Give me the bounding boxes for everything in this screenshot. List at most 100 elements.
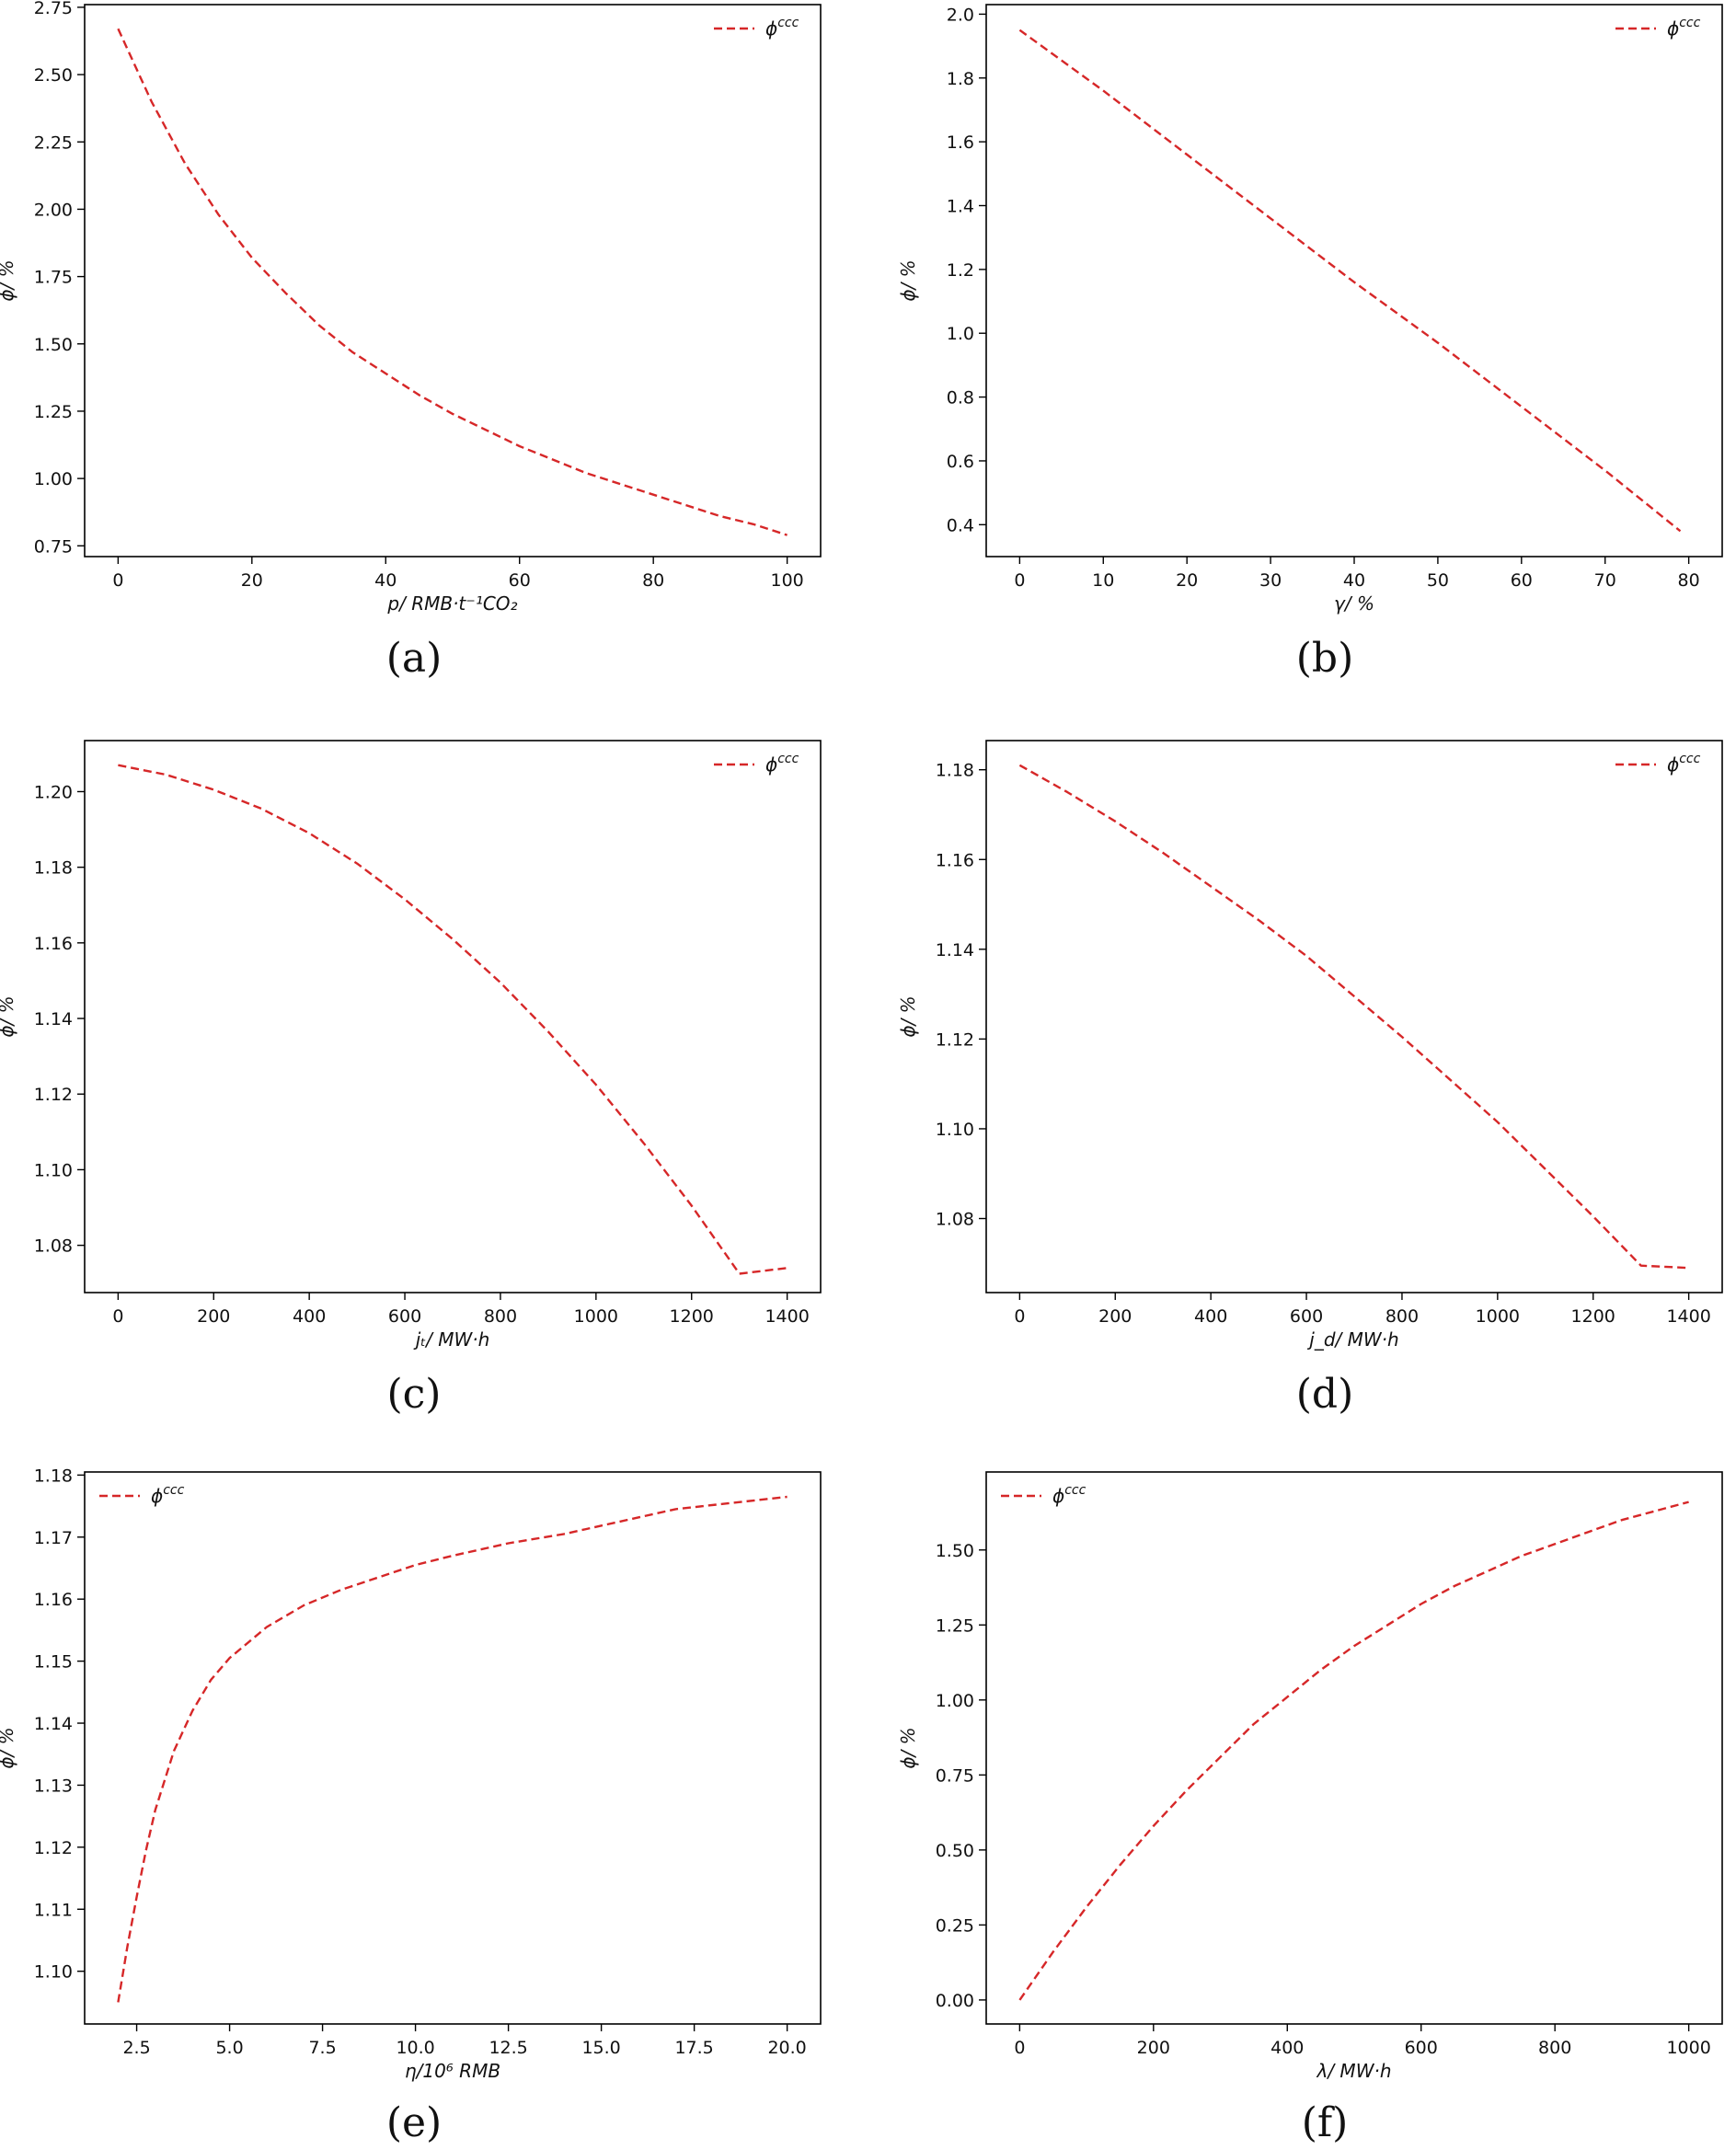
- y-tick-label: 1.0: [947, 324, 974, 344]
- panel-f: 0 200 400 600 800 1000 0.00 0.25 0.50 0.75 1.00 1.2…: [897, 1471, 1723, 2146]
- x-axis-label: γ/ %: [1334, 592, 1374, 615]
- x-axis-label: j_d/ MW·h: [1306, 1328, 1398, 1351]
- x-tick-label: 40: [374, 570, 397, 591]
- y-tick-label: 1.50: [936, 1541, 974, 1561]
- legend-label-superscript: ccc: [777, 16, 799, 30]
- x-tick-label: 600: [1290, 1306, 1323, 1327]
- legend-label: ϕccc: [151, 1483, 185, 1507]
- x-tick-label: 20.0: [767, 2038, 806, 2058]
- x-tick-label: 20: [241, 570, 263, 591]
- y-tick-label: 1.20: [34, 782, 73, 802]
- y-tick-label: 1.14: [936, 940, 974, 960]
- y-tick-label: 1.10: [936, 1120, 974, 1140]
- y-tick-label: 1.12: [34, 1085, 73, 1105]
- x-tick-label: 1000: [574, 1306, 618, 1327]
- y-tick-label: 1.12: [936, 1029, 974, 1050]
- legend-label-superscript: ccc: [163, 1483, 184, 1498]
- y-tick-label: 1.12: [34, 1838, 73, 1858]
- x-tick-label: 1400: [765, 1306, 809, 1327]
- legend-label-text: ϕ: [765, 753, 777, 776]
- x-tick-label: 400: [1270, 2038, 1304, 2058]
- x-tick-label: 0: [1014, 570, 1025, 591]
- y-tick-label: 1.00: [34, 469, 73, 489]
- y-tick-label: 1.08: [34, 1236, 73, 1257]
- legend-label-text: ϕ: [151, 1485, 163, 1507]
- x-tick-label: 0: [1014, 1306, 1025, 1327]
- y-tick-label: 2.75: [34, 0, 73, 18]
- legend: ϕccc: [99, 1483, 185, 1507]
- panel-caption: (c): [387, 1371, 442, 1418]
- x-tick-label: 1000: [1476, 1306, 1520, 1327]
- panel-caption: (f): [1302, 2099, 1349, 2146]
- x-tick-label: 60: [1511, 570, 1533, 591]
- axes-frame: [985, 1471, 1723, 2025]
- y-tick-label: 2.50: [34, 65, 73, 86]
- x-tick-label: 5.0: [215, 2038, 243, 2058]
- x-tick-label: 600: [388, 1306, 421, 1327]
- x-tick-label: 200: [197, 1306, 230, 1327]
- panel-caption: (d): [1296, 1371, 1354, 1418]
- x-tick-label: 15.0: [581, 2038, 620, 2058]
- y-tick-label: 1.8: [947, 69, 974, 89]
- x-tick-label: 800: [1385, 1306, 1419, 1327]
- panel-caption: (b): [1296, 635, 1354, 682]
- panel-d: 0 200 400 600 800 1000 1200 1400 1.08 1.10 1.12 1.1…: [897, 740, 1723, 1418]
- y-tick-label: 1.00: [936, 1691, 974, 1711]
- axes-frame: [84, 740, 822, 1293]
- x-tick-label: 1000: [1666, 2038, 1710, 2058]
- axes-frame: [985, 740, 1723, 1293]
- legend: ϕccc: [714, 16, 799, 40]
- legend-label: ϕccc: [1667, 16, 1701, 40]
- y-tick-label: 1.2: [947, 260, 974, 281]
- x-tick-label: 12.5: [489, 2038, 527, 2058]
- x-tick-label: 10.0: [396, 2038, 434, 2058]
- x-tick-label: 400: [293, 1306, 326, 1327]
- y-tick-label: 2.0: [947, 5, 974, 25]
- y-tick-label: 1.14: [34, 1009, 73, 1029]
- y-tick-label: 2.25: [34, 132, 73, 153]
- legend-label: ϕccc: [765, 16, 799, 40]
- panel-b: 0 10 20 30 40 50 60 70 80 0.4 0.6 0.8 1.0 1.2 1.4 1.6 1.…: [897, 4, 1723, 682]
- axes-frame: [985, 4, 1723, 558]
- y-tick-label: 1.18: [936, 761, 974, 781]
- y-axis-label: ϕ/ %: [897, 1727, 919, 1768]
- y-tick-label: 1.11: [34, 1900, 73, 1920]
- legend-label-superscript: ccc: [1679, 752, 1700, 766]
- y-tick-label: 0.75: [936, 1765, 974, 1786]
- legend-label-text: ϕ: [1667, 17, 1679, 40]
- y-axis-label: ϕ/ %: [897, 259, 919, 301]
- x-tick-label: 7.5: [308, 2038, 336, 2058]
- legend: ϕccc: [1615, 16, 1701, 40]
- panel-c: 0 200 400 600 800 1000 1200 1400 1.08 1.10 1.12 1.1…: [0, 740, 822, 1418]
- y-tick-label: 0.00: [936, 1991, 974, 2011]
- x-tick-label: 10: [1092, 570, 1114, 591]
- y-tick-label: 0.50: [936, 1841, 974, 1861]
- y-tick-label: 1.16: [34, 934, 73, 954]
- x-tick-label: 200: [1098, 1306, 1132, 1327]
- x-tick-label: 0: [112, 570, 123, 591]
- y-tick-label: 1.6: [947, 132, 974, 153]
- legend-label-text: ϕ: [765, 17, 777, 40]
- y-tick-label: 1.25: [936, 1615, 974, 1636]
- x-tick-label: 2.5: [122, 2038, 150, 2058]
- y-tick-label: 0.4: [947, 515, 974, 535]
- x-tick-label: 40: [1343, 570, 1365, 591]
- x-tick-label: 60: [509, 570, 531, 591]
- x-tick-label: 800: [1538, 2038, 1571, 2058]
- series-line-f-0: [1018, 1500, 1689, 2001]
- x-tick-label: 17.5: [674, 2038, 713, 2058]
- legend-label-text: ϕ: [1667, 753, 1679, 776]
- legend: ϕccc: [714, 752, 799, 776]
- y-tick-label: 1.16: [936, 850, 974, 870]
- x-tick-label: 200: [1137, 2038, 1170, 2058]
- legend-label-superscript: ccc: [1064, 1483, 1086, 1498]
- x-tick-label: 100: [771, 570, 804, 591]
- x-tick-label: 50: [1427, 570, 1449, 591]
- legend-label-text: ϕ: [1052, 1485, 1064, 1507]
- panel-caption: (e): [386, 2099, 442, 2146]
- series-line-c-0: [118, 764, 788, 1275]
- y-tick-label: 0.25: [936, 1915, 974, 1936]
- y-tick-label: 1.13: [34, 1776, 73, 1796]
- x-tick-label: 20: [1176, 570, 1198, 591]
- y-tick-label: 1.10: [34, 1160, 73, 1180]
